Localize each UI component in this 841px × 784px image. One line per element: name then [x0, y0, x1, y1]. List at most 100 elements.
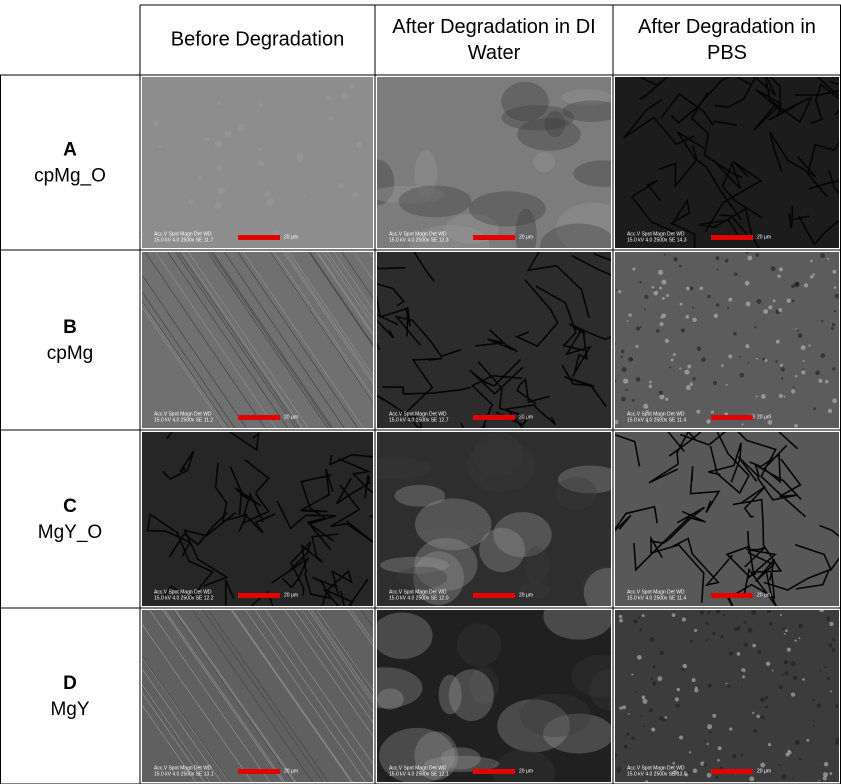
scale-bar	[711, 235, 753, 240]
scale-bar	[711, 769, 753, 774]
speckle	[753, 729, 757, 733]
speckle	[802, 369, 804, 371]
speckle	[806, 739, 809, 742]
speckle	[742, 423, 744, 425]
speckle	[621, 349, 625, 353]
speckle	[707, 295, 710, 298]
scale-label: 20 μm	[284, 768, 298, 774]
speckle	[631, 674, 633, 676]
speckle	[832, 323, 835, 326]
speckle	[734, 627, 738, 631]
speckle	[810, 260, 813, 263]
speckle	[659, 716, 663, 720]
speckle	[685, 315, 689, 319]
speckle	[625, 389, 627, 391]
image-bg	[615, 77, 839, 248]
speckle	[653, 665, 656, 668]
speckle	[633, 619, 638, 624]
scale-label: 20 μm	[757, 414, 771, 420]
speckle	[643, 404, 648, 409]
speckle	[832, 638, 835, 641]
sem-info-values: 15.0 kV 4.0 2500x SE 12.2	[154, 595, 214, 601]
speckle	[682, 617, 686, 621]
scale-bar	[238, 415, 280, 420]
speckle	[728, 354, 732, 358]
speckle	[709, 731, 712, 734]
speckle	[734, 272, 738, 276]
speckle	[636, 326, 640, 330]
speckle	[655, 721, 657, 723]
speckle	[707, 743, 709, 745]
column-header: After Degradation inPBS	[638, 16, 816, 64]
speckle	[642, 614, 645, 617]
speckle	[658, 270, 663, 275]
speckle	[616, 289, 618, 291]
speckle	[798, 637, 800, 639]
speckle	[632, 267, 635, 270]
scale-bar	[711, 593, 753, 598]
speckle	[692, 318, 696, 322]
speckle	[794, 282, 799, 287]
speckle	[614, 343, 616, 345]
speckle	[761, 716, 765, 720]
speckle	[659, 394, 664, 399]
scale-label: 20 μm	[519, 768, 533, 774]
speckle	[798, 624, 803, 629]
speckle	[716, 303, 719, 306]
scale-bar	[238, 593, 280, 598]
speckle	[751, 610, 756, 615]
speckle	[760, 763, 765, 768]
speckle	[747, 256, 752, 261]
speckle	[699, 286, 703, 290]
grain	[218, 187, 226, 195]
grain	[326, 95, 331, 100]
grain	[341, 93, 348, 100]
scale-label: 20 μm	[284, 414, 298, 420]
speckle	[651, 727, 655, 731]
speckle	[804, 283, 808, 287]
speckle	[835, 704, 839, 708]
speckle	[684, 370, 689, 375]
speckle	[672, 613, 676, 617]
speckle	[827, 677, 830, 680]
speckle	[813, 407, 816, 410]
speckle	[754, 326, 756, 328]
speckle	[824, 762, 829, 767]
speckle	[739, 356, 741, 358]
speckle	[643, 725, 645, 727]
grain	[215, 141, 222, 148]
blob	[372, 612, 433, 659]
speckle	[813, 725, 815, 727]
speckle	[813, 698, 816, 701]
speckle	[632, 399, 635, 402]
speckle	[744, 621, 747, 624]
image-content	[140, 77, 373, 249]
speckle	[793, 676, 798, 681]
speckle	[824, 666, 826, 668]
speckle	[727, 685, 730, 688]
speckle	[641, 695, 645, 699]
sem-info-values: 15.0 kV 4.0 2500x SE 11.4	[627, 595, 686, 601]
scale-bar	[238, 769, 280, 774]
speckle	[832, 367, 835, 370]
speckle	[721, 364, 724, 367]
speckle	[689, 286, 693, 290]
speckle	[769, 622, 773, 626]
speckle	[797, 330, 799, 332]
speckle	[792, 299, 795, 302]
speckle	[708, 684, 712, 688]
speckle	[707, 773, 712, 778]
speckle	[690, 382, 693, 385]
speckle	[635, 691, 637, 693]
speckle	[745, 344, 749, 348]
speckle	[741, 671, 743, 673]
grain	[158, 246, 161, 249]
speckle	[725, 261, 727, 263]
speckle	[687, 365, 691, 369]
speckle	[771, 266, 776, 271]
speckle	[659, 391, 663, 395]
scale-label: 20 μm	[519, 414, 533, 420]
speckle	[773, 299, 776, 302]
speckle	[715, 776, 718, 779]
scale-bar	[473, 769, 515, 774]
